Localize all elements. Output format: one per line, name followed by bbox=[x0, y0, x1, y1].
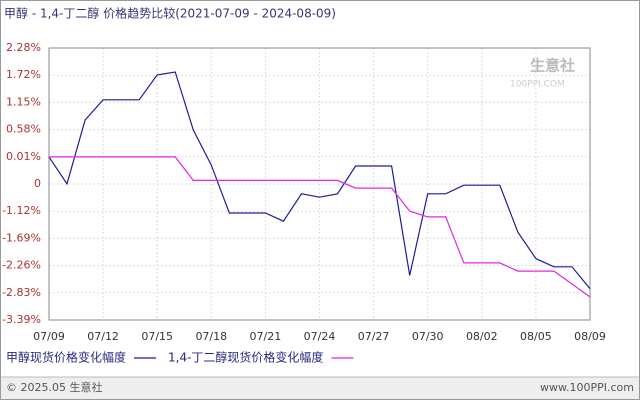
x-tick-label: 08/02 bbox=[466, 330, 498, 343]
footer-site: www.100PPI.com bbox=[540, 381, 634, 394]
series-line bbox=[48, 71, 591, 290]
legend-label: 甲醇现货价格变化幅度 bbox=[6, 350, 126, 365]
watermark: 生意社 bbox=[530, 57, 575, 75]
y-tick-label: -2.83% bbox=[2, 286, 41, 299]
watermark-site: 100PPI.COM bbox=[510, 80, 565, 90]
x-tick-label: 07/18 bbox=[195, 330, 227, 343]
y-tick-label: 0.01% bbox=[6, 150, 41, 163]
x-tick-label: 08/05 bbox=[520, 330, 552, 343]
y-tick-label: -1.69% bbox=[2, 231, 41, 244]
y-tick-label: -2.26% bbox=[2, 259, 41, 272]
x-tick-label: 07/27 bbox=[358, 330, 390, 343]
y-tick-label: 0 bbox=[34, 177, 41, 190]
series-line bbox=[49, 156, 591, 298]
x-tick-label: 07/21 bbox=[250, 330, 282, 343]
y-tick-label: -3.39% bbox=[2, 313, 41, 326]
x-tick-label: 07/15 bbox=[141, 330, 173, 343]
legend-label: 1,4-丁二醇现货价格变化幅度 bbox=[168, 350, 323, 365]
plot-frame bbox=[48, 47, 591, 321]
x-tick-label: 07/24 bbox=[304, 330, 336, 343]
y-tick-label: -1.12% bbox=[2, 204, 41, 217]
y-tick-label: 1.72% bbox=[6, 68, 41, 81]
footer-copyright: © 2025.05 生意社 bbox=[6, 380, 102, 394]
y-tick-label: 2.28% bbox=[6, 41, 41, 54]
x-tick-label: 07/30 bbox=[412, 330, 444, 343]
footer-band bbox=[1, 377, 639, 399]
y-tick-label: 1.15% bbox=[6, 95, 41, 108]
x-tick-label: 07/12 bbox=[87, 330, 119, 343]
chart-title: 甲醇 - 1,4-丁二醇 价格趋势比较(2021-07-09 - 2024-08… bbox=[4, 6, 336, 21]
x-tick-label: 08/09 bbox=[574, 330, 606, 343]
y-tick-label: 0.58% bbox=[6, 123, 41, 136]
x-tick-label: 07/09 bbox=[33, 330, 65, 343]
